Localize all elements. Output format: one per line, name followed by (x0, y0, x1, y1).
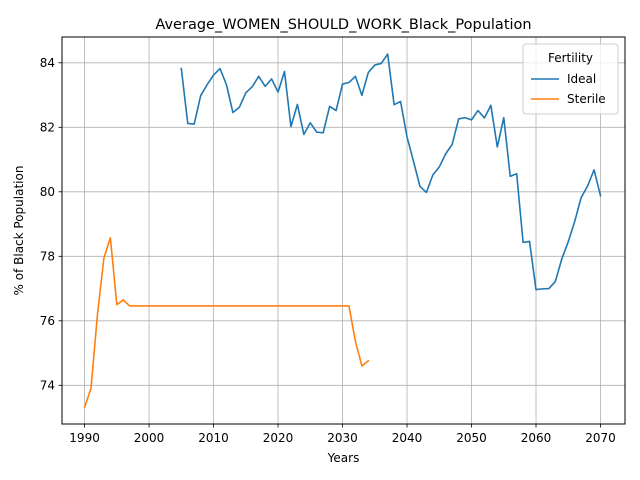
x-tick-label: 2030 (327, 431, 358, 445)
y-tick-label: 80 (40, 185, 55, 199)
legend-box (522, 43, 619, 115)
y-axis-ticks: 74 76 78 80 82 84 (40, 56, 62, 393)
plot-frame (61, 36, 626, 425)
y-tick-label: 76 (40, 314, 55, 328)
x-axis-ticks: 1990 2000 2010 2020 2030 2040 2050 2060 2070 (69, 424, 616, 445)
legend: Fertility Ideal Sterile (522, 43, 619, 115)
x-axis-label: Years (327, 451, 360, 465)
y-axis-label: % of Black Population (12, 166, 26, 296)
series-line-ideal (180, 53, 602, 291)
y-tick-label: 84 (40, 56, 55, 70)
legend-items: Ideal Sterile (531, 72, 606, 106)
series-line-sterile (83, 237, 370, 409)
chart-title: Average_WOMEN_SHOULD_WORK_Black_Populati… (155, 17, 531, 33)
x-tick-label: 2050 (456, 431, 487, 445)
x-tick-label: 2060 (521, 431, 552, 445)
legend-title: Fertility (548, 51, 593, 65)
legend-label-ideal: Ideal (567, 72, 596, 86)
x-tick-label: 2040 (392, 431, 423, 445)
series-lines (83, 53, 602, 409)
legend-label-sterile: Sterile (567, 92, 606, 106)
x-tick-label: 1990 (69, 431, 100, 445)
x-tick-label: 2000 (134, 431, 165, 445)
x-tick-label: 2020 (263, 431, 294, 445)
x-tick-label: 2010 (198, 431, 229, 445)
x-tick-label: 2070 (585, 431, 616, 445)
y-tick-label: 82 (40, 121, 55, 135)
y-tick-label: 74 (40, 379, 55, 393)
y-tick-label: 78 (40, 250, 55, 264)
